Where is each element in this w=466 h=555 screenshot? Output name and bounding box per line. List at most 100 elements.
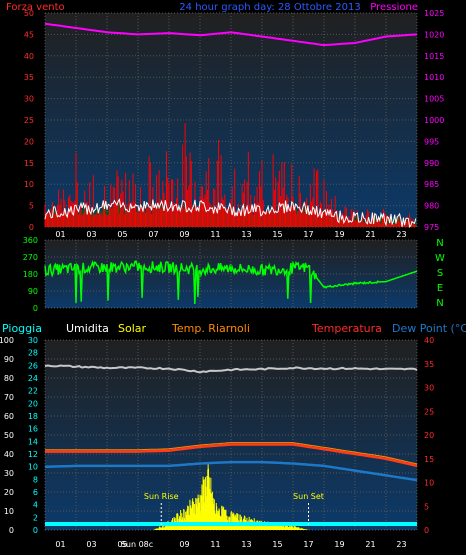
temp-x-tick: 09 [179, 540, 189, 549]
pressure-tick: 1010 [424, 73, 444, 82]
temperature-tick: 10 [424, 479, 434, 488]
pressure-tick: 1005 [424, 95, 444, 104]
header-title: 24 hour graph day: 28 Ottobre 2013 [179, 2, 360, 13]
humidity-tick: 14 [28, 437, 38, 446]
wind-direction-line [44, 260, 418, 305]
compass-tick: W [435, 253, 445, 264]
pressure-line [44, 22, 418, 47]
wind-x-axis: 01 03 05 07 09 11 13 15 17 19 21 23 [55, 230, 406, 239]
temp-x-tick: 21 [365, 540, 375, 549]
rain-tick: 10 [4, 507, 14, 516]
humidity-tick: 18 [28, 412, 38, 421]
wind-x-tick: 13 [241, 230, 251, 239]
rain-tick: 80 [4, 374, 14, 383]
temperature-tick: 35 [424, 360, 434, 369]
humidity-tick: 30 [28, 336, 38, 345]
wind-x-tick: 15 [272, 230, 282, 239]
pressure-tick: 1015 [424, 52, 444, 61]
rain-tick: 40 [4, 450, 14, 459]
temperature-tick: 0 [424, 526, 429, 535]
temp-x-tick: 23 [396, 540, 406, 549]
wind-left-tick: 0 [29, 223, 34, 232]
humidity-tick: 24 [28, 374, 38, 383]
temperature-tick: 5 [424, 502, 429, 511]
wind-gust-series [44, 123, 417, 227]
rain-baseline [45, 522, 417, 526]
legend-rain: Pioggia [2, 322, 42, 335]
wind-left-tick: 15 [24, 159, 34, 168]
wind-left-tick: 20 [24, 137, 34, 146]
direction-left-axis: 0 90 180 270 360 [23, 236, 38, 313]
humidity-tick: 28 [28, 349, 38, 358]
pressure-tick: 980 [424, 202, 439, 211]
direction-tick: 270 [23, 253, 38, 262]
legend-temperature: Temperatura [311, 322, 382, 335]
temp-x-tick: 05 [117, 540, 127, 549]
pressure-tick: 975 [424, 223, 439, 232]
humidity-tick: 0 [33, 526, 38, 535]
wind-avg-line [44, 198, 417, 229]
direction-tick: 180 [23, 270, 38, 279]
direction-tick: 0 [33, 304, 38, 313]
temp-x-tick: 11 [210, 540, 220, 549]
temp-x-tick: 01 [55, 540, 65, 549]
compass-tick: E [437, 283, 443, 294]
pressure-tick: 1020 [424, 30, 444, 39]
pressure-tick: 985 [424, 180, 439, 189]
temperature-tick: 15 [424, 455, 434, 464]
pressure-tick: 990 [424, 159, 439, 168]
legend-solar: Solar [118, 322, 147, 335]
humidity-line [44, 364, 418, 374]
temperature-axis: 0 5 10 15 20 25 30 35 40 [424, 336, 434, 535]
wind-x-tick: 19 [334, 230, 344, 239]
temperature-tick: 25 [424, 407, 434, 416]
wind-x-tick: 11 [210, 230, 220, 239]
rain-tick: 100 [0, 336, 14, 345]
temperature-tick: 20 [424, 431, 434, 440]
wind-left-tick: 25 [24, 116, 34, 125]
wind-x-tick: 21 [365, 230, 375, 239]
wind-x-tick: 05 [117, 230, 127, 239]
sunrise-label: Sun Rise [144, 492, 179, 501]
wind-left-tick: 45 [24, 30, 34, 39]
wind-left-tick: 10 [24, 180, 34, 189]
humidity-tick: 22 [28, 387, 38, 396]
humidity-tick: 20 [28, 399, 38, 408]
temperature-line [45, 443, 418, 468]
pressure-right-axis: 975 980 985 990 995 1000 1005 1010 1015 1020 1025 [424, 9, 444, 232]
humidity-tick: 26 [28, 361, 38, 370]
header-left-label: Forza vento [6, 2, 65, 13]
humidity-tick: 6 [33, 488, 38, 497]
legend-humidity: Umidita [66, 322, 109, 335]
pressure-tick: 1025 [424, 9, 444, 18]
wind-x-tick: 09 [179, 230, 189, 239]
humidity-tick: 10 [28, 463, 38, 472]
pressure-tick: 1000 [424, 116, 444, 125]
rain-tick: 0 [9, 526, 14, 535]
sunset-label: Sun Set [293, 492, 324, 501]
rain-tick: 20 [4, 488, 14, 497]
temp-x-tick: 03 [86, 540, 96, 549]
direction-tick: 90 [28, 287, 38, 296]
rain-tick: 30 [4, 469, 14, 478]
legend-dewpoint: Dew Point (°C) [392, 322, 466, 335]
rain-tick: 90 [4, 355, 14, 364]
dewpoint-line [44, 460, 418, 482]
heat-index-line [45, 442, 418, 465]
humidity-tick: 4 [33, 501, 38, 510]
pressure-tick: 995 [424, 137, 439, 146]
rain-tick: 70 [4, 393, 14, 402]
wind-left-tick: 30 [24, 95, 34, 104]
direction-tick: 360 [23, 236, 38, 245]
wind-x-tick: 23 [396, 230, 406, 239]
temp-x-axis: 01 03 05 09 11 13 15 17 19 21 23 [55, 540, 406, 549]
sun-axis-label: Sun 08c [121, 540, 153, 549]
temperature-tick: 30 [424, 384, 434, 393]
temp-x-tick: 17 [303, 540, 313, 549]
temp-x-tick: 15 [272, 540, 282, 549]
humidity-tick: 2 [33, 513, 38, 522]
rain-tick: 60 [4, 412, 14, 421]
compass-tick: N [436, 298, 443, 309]
wind-x-tick: 03 [86, 230, 96, 239]
